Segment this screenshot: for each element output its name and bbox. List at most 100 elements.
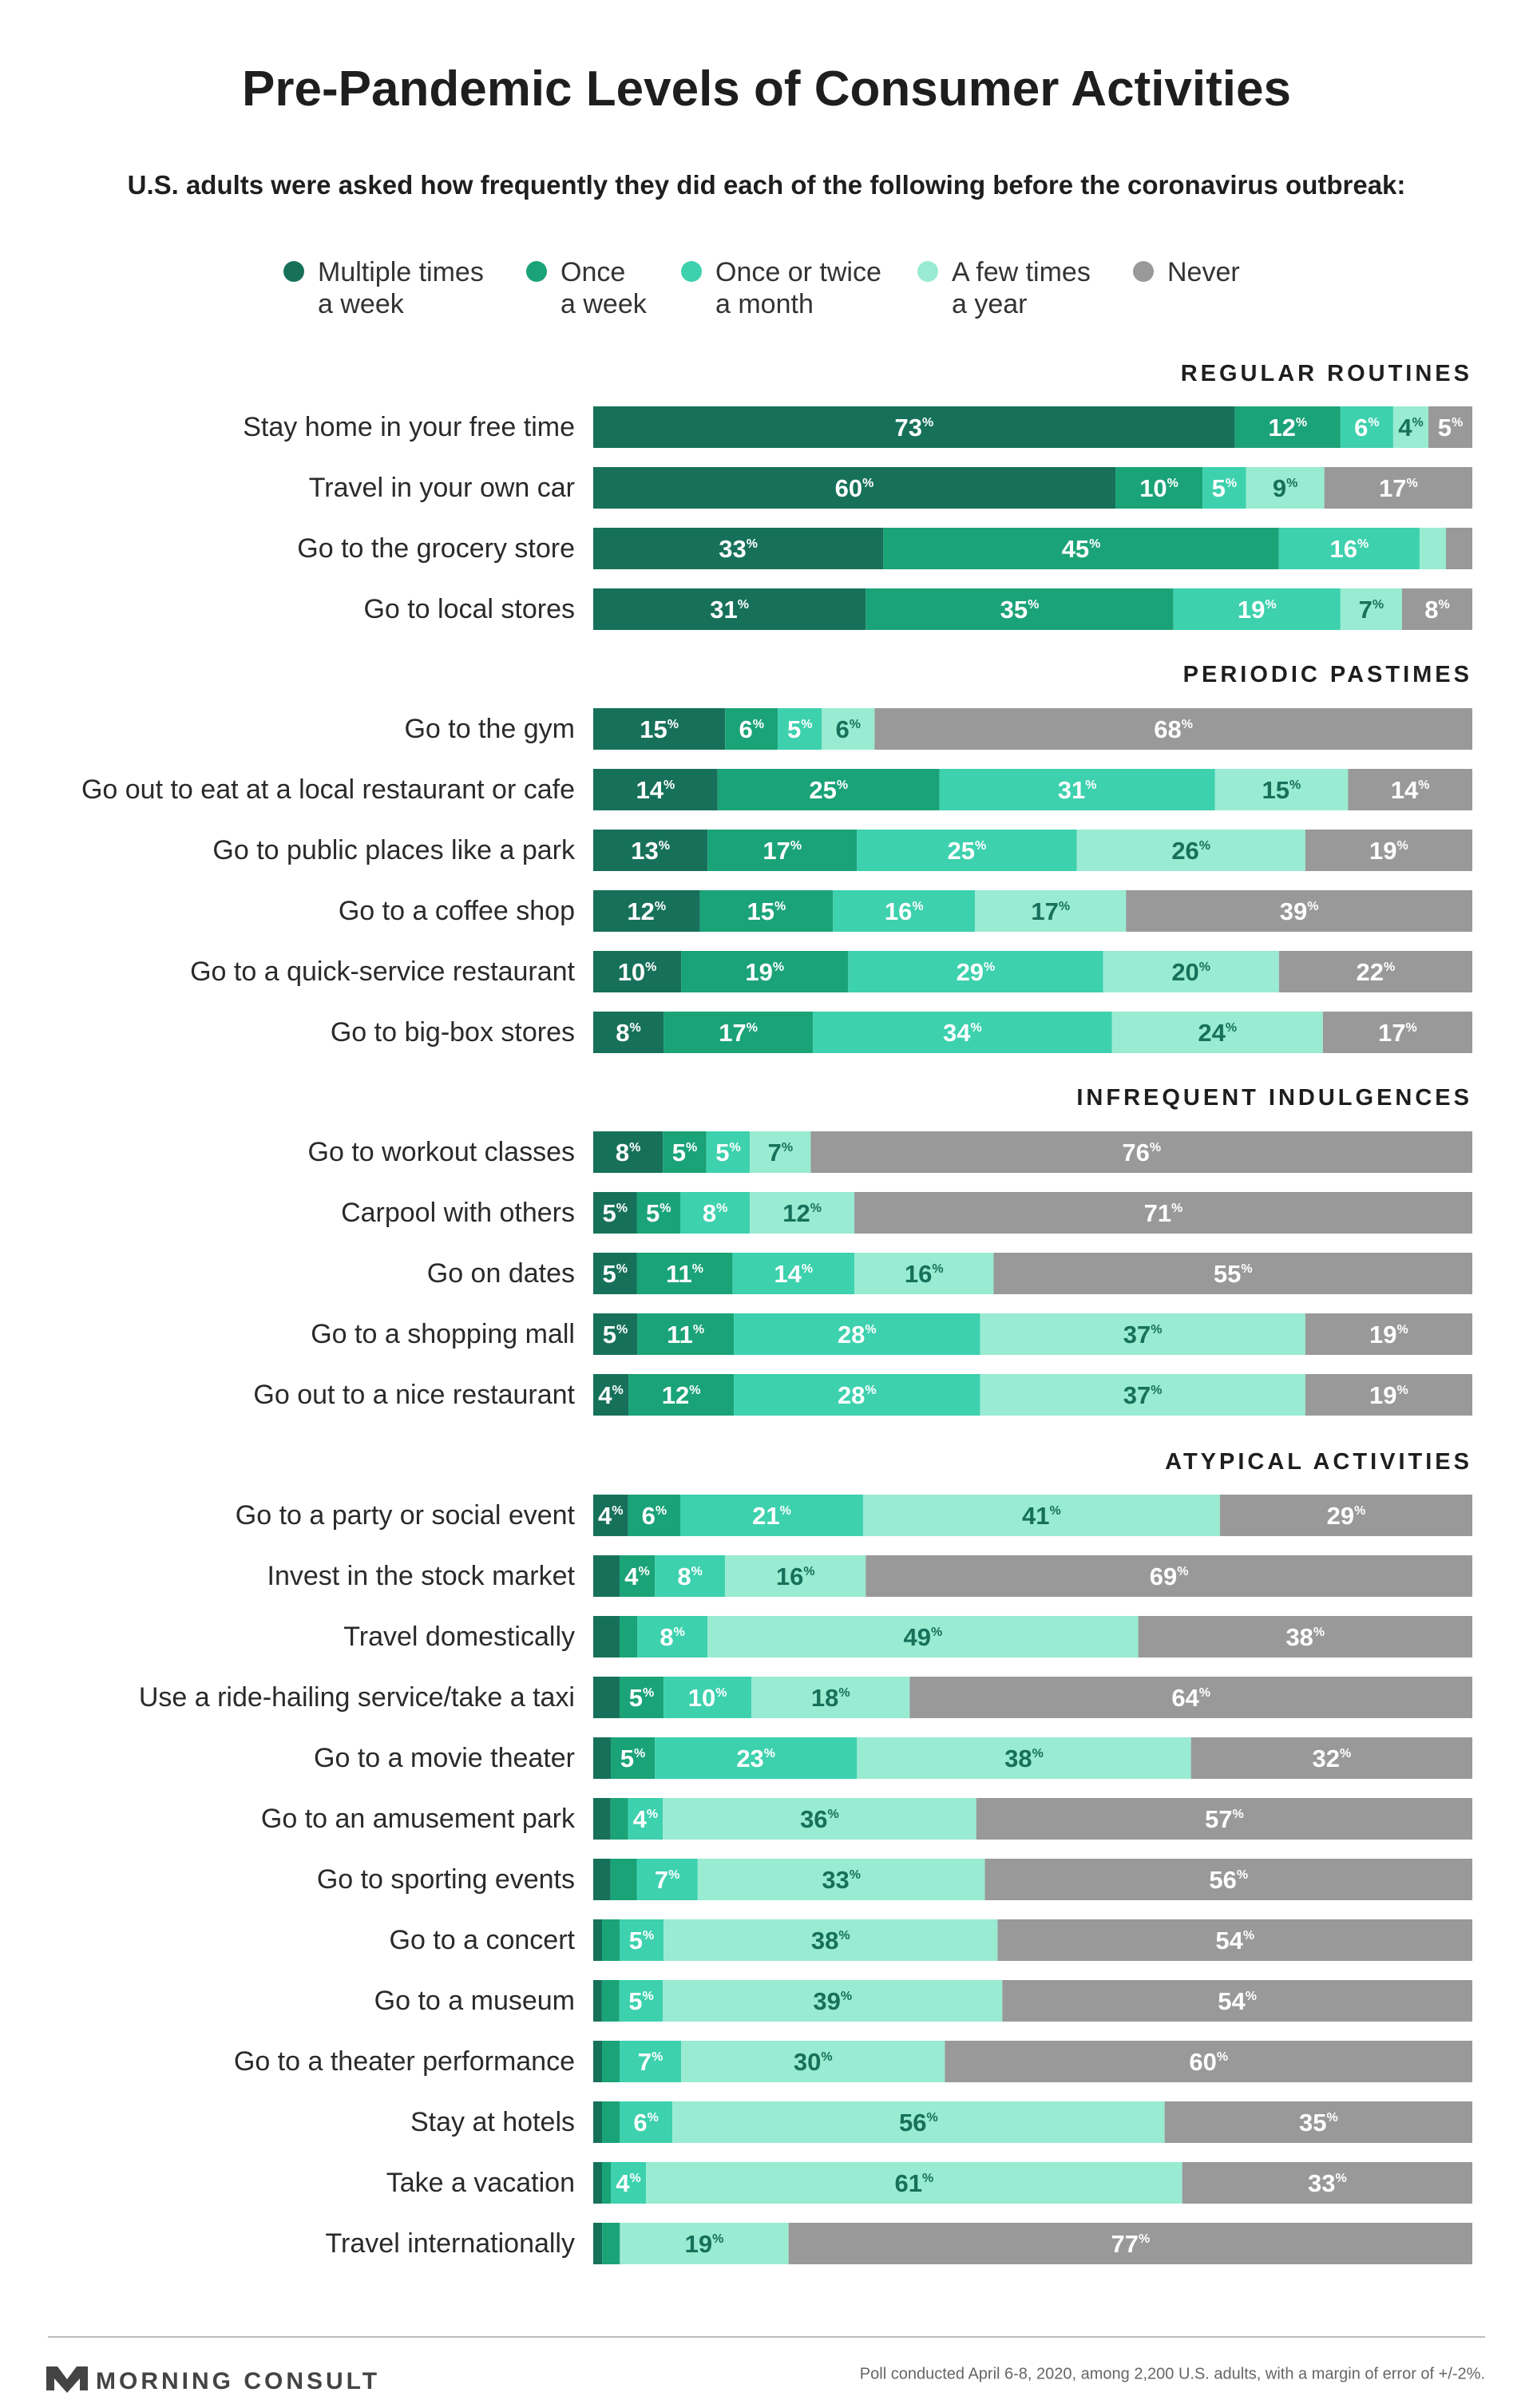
bar-segment — [593, 1253, 637, 1294]
bar-segment — [636, 1192, 680, 1234]
bar-segment — [602, 2223, 620, 2264]
data-label: 61% — [895, 2169, 934, 2197]
bar-row: Go to public places like a park 13% 17% 25%… — [212, 830, 1472, 871]
bar-segment — [664, 1677, 752, 1718]
bar-segment — [1322, 1012, 1472, 1053]
bar-segment — [734, 1313, 980, 1355]
bar-segment — [699, 890, 834, 932]
chart-title: Pre-Pandemic Levels of Consumer Activiti… — [242, 61, 1291, 117]
section-title: PERIODIC PASTIMES — [1183, 662, 1472, 687]
bar-segment — [620, 2101, 673, 2143]
bar-segment — [593, 406, 1235, 448]
row-label: Go to big-box stores — [331, 1017, 575, 1048]
bar-segment — [681, 951, 849, 992]
bar-segment — [854, 1192, 1472, 1234]
bar-segment — [680, 1495, 863, 1536]
bar-row: Go out to a nice restaurant 4% 12% 28% 37% 19… — [253, 1374, 1472, 1416]
row-label: Go to sporting events — [317, 1864, 575, 1895]
bar-segment — [1219, 1495, 1472, 1536]
bar-segment — [848, 951, 1103, 992]
bar-segment — [636, 1859, 698, 1900]
bar-segment — [637, 1616, 708, 1657]
row-label: Go to a theater performance — [234, 2046, 575, 2077]
row-label: Go to a movie theater — [314, 1743, 575, 1773]
bar-segment — [862, 1495, 1220, 1536]
bar-segment — [1173, 588, 1341, 630]
bar-segment — [593, 1616, 620, 1657]
bar-row: Go on dates 5% 11% 14% 16% 55% — [427, 1253, 1472, 1294]
bar-segment — [602, 1919, 620, 1961]
bar-segment — [1340, 406, 1393, 448]
footnote: Poll conducted April 6-8, 2020, among 2,… — [860, 2365, 1485, 2382]
row-label: Go to a coffee shop — [339, 896, 575, 926]
legend-label: Never — [1167, 257, 1240, 287]
bar-segment — [611, 2162, 647, 2204]
bar-segment — [593, 708, 726, 750]
bar-segment — [1278, 528, 1420, 569]
legend-label: a year — [952, 289, 1028, 319]
data-label: 4% — [598, 1381, 623, 1409]
bar-segment — [628, 1495, 681, 1536]
row-label: Go to a party or social event — [236, 1500, 576, 1531]
data-label: 11% — [666, 1260, 703, 1288]
data-label: 60% — [835, 474, 874, 502]
bar-segment — [750, 1192, 855, 1234]
bar-segment — [646, 2162, 1182, 2204]
data-label: 9% — [1273, 474, 1297, 502]
bar-segment — [593, 1131, 664, 1173]
legend-label: a week — [318, 289, 405, 319]
row-label: Travel in your own car — [309, 473, 575, 503]
data-label: 33% — [1308, 2169, 1347, 2197]
bar-segment — [610, 1798, 628, 1840]
bar-segment — [734, 1374, 980, 1416]
morning-consult-logo-icon — [46, 2366, 88, 2393]
bar-segment — [655, 1555, 726, 1597]
bar-rows: REGULAR ROUTINES Stay home in your free t… — [81, 361, 1472, 2264]
bar-segment — [997, 1919, 1472, 1961]
bar-row: Go to a shopping mall 5% 11% 28% 37% 19% — [311, 1313, 1472, 1355]
legend-item-never: Never — [1133, 257, 1240, 287]
bar-row: Travel domestically 8% 49% 38% — [343, 1616, 1472, 1657]
bar-segment — [1111, 1012, 1323, 1053]
bar-row: Go to a theater performance 7% 30% 60% — [234, 2041, 1472, 2082]
bar-row: Go to a coffee shop 12% 15% 16% 17% 39% — [339, 890, 1472, 932]
bar-segment — [1164, 2101, 1472, 2143]
bar-segment — [866, 1555, 1472, 1597]
bar-segment — [857, 830, 1077, 871]
legend-label: a week — [561, 289, 648, 319]
bar-segment — [593, 1919, 603, 1961]
row-label: Go to public places like a park — [212, 835, 576, 865]
bar-segment — [593, 1798, 611, 1840]
bar-segment — [663, 1798, 976, 1840]
bar-segment — [1278, 951, 1472, 992]
row-label: Go out to eat at a local restaurant or c… — [81, 774, 575, 805]
data-label: 32% — [1312, 1745, 1351, 1772]
bar-segment — [939, 769, 1215, 810]
bar-segment — [602, 2162, 612, 2204]
bar-segment — [732, 1253, 855, 1294]
bar-segment — [1392, 406, 1428, 448]
bar-segment — [593, 1495, 628, 1536]
bar-segment — [593, 2041, 603, 2082]
row-label: Go to a shopping mall — [311, 1319, 575, 1349]
data-label: 19% — [1238, 596, 1277, 624]
bar-row: Travel internationally 19% 77% — [326, 2223, 1472, 2264]
bar-row: Go to a concert 5% 38% 54% — [390, 1919, 1472, 1961]
bar-segment — [672, 2101, 1165, 2143]
bar-segment — [593, 1374, 629, 1416]
bar-segment — [1428, 406, 1472, 448]
bar-segment — [593, 1555, 620, 1597]
bar-segment — [663, 1980, 1003, 2022]
bar-segment — [1076, 830, 1305, 871]
bar-segment — [593, 1192, 637, 1234]
section-title: REGULAR ROUTINES — [1181, 361, 1472, 386]
row-label: Stay at hotels — [410, 2107, 575, 2137]
row-label: Go on dates — [427, 1258, 575, 1289]
bar-segment — [725, 1555, 866, 1597]
bar-segment — [1324, 467, 1472, 509]
bar-row: Go to the grocery store 33% 45% 16% — [297, 528, 1472, 569]
row-label: Invest in the stock market — [267, 1561, 576, 1591]
bar-row: Stay at hotels 6% 56% 35% — [410, 2101, 1472, 2143]
row-label: Travel internationally — [326, 2228, 575, 2259]
bar-row: Use a ride-hailing service/take a taxi 5%… — [139, 1677, 1472, 1718]
